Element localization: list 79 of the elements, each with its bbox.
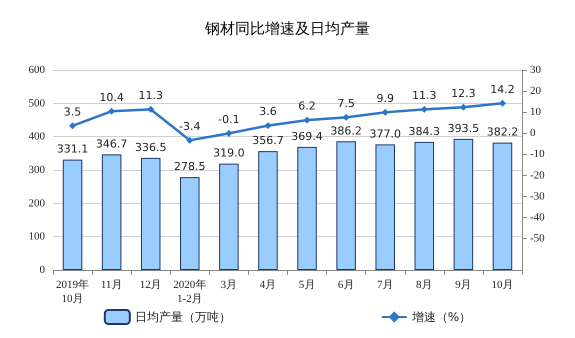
data-label: 9.9: [376, 92, 394, 105]
point: [69, 122, 76, 130]
point: [498, 100, 506, 107]
chart-title: 钢材同比增速及日均产量: [204, 20, 370, 38]
data-label: -0.1: [218, 112, 240, 126]
x-tick-label: 3月: [220, 279, 238, 291]
data-label: 3.6: [259, 105, 277, 118]
y2-tick-label: 10: [530, 106, 542, 118]
y-tick-label: 300: [28, 164, 46, 176]
x-tick-label: 4月: [260, 279, 276, 291]
y-tick-label: 500: [28, 97, 46, 110]
y2-tick-label: -50: [530, 232, 546, 244]
point: [460, 104, 467, 111]
bar: [297, 146, 317, 270]
data-label: 6.2: [298, 100, 316, 113]
y-tick-label: 600: [28, 64, 46, 76]
point: [264, 122, 272, 130]
bar: [102, 154, 122, 270]
data-label: 3.5: [64, 105, 82, 118]
data-label: 14.2: [490, 82, 515, 96]
y-tick-label: 0: [40, 264, 46, 276]
y2-tick-label: 0: [530, 127, 536, 140]
point: [304, 116, 311, 124]
y2-tick-label: 30: [530, 64, 542, 76]
data-label: 384.3: [408, 124, 440, 138]
y2-tick-label: 20: [530, 85, 542, 98]
legend-label: 增速（%）: [410, 310, 472, 324]
y2-tick-label: -10: [530, 148, 546, 160]
legend-label: 日均产量（万吨）: [134, 310, 231, 324]
x-tick-label: 2019年 10月: [56, 279, 90, 305]
data-label: 346.7: [96, 137, 128, 150]
data-label: 377.0: [369, 127, 401, 140]
bar: [375, 144, 395, 270]
x-tick-label: 2020年 1-2月: [173, 279, 206, 305]
data-label: -3.4: [179, 120, 201, 133]
x-tick-label: 8月: [416, 279, 433, 291]
point: [225, 130, 232, 137]
point: [382, 108, 389, 116]
bar: [140, 158, 160, 270]
bar: [492, 142, 512, 270]
data-label: 319.0: [213, 146, 245, 160]
data-label: 382.2: [486, 126, 518, 139]
bar: [414, 142, 434, 270]
x-tick-label: 7月: [376, 279, 394, 291]
bar: [62, 160, 82, 270]
bar: [258, 151, 278, 270]
bar: [454, 138, 474, 270]
bar: [336, 141, 356, 270]
data-label: 11.3: [412, 88, 437, 102]
data-label: 331.1: [56, 142, 88, 156]
data-label: 12.3: [451, 86, 476, 100]
x-tick-label: 10月: [491, 279, 514, 291]
data-label: 369.4: [291, 130, 323, 143]
data-label: 278.5: [174, 160, 206, 174]
data-label: 386.2: [330, 124, 362, 138]
point: [147, 106, 154, 113]
data-label: 393.5: [448, 122, 480, 135]
data-label: 10.4: [99, 90, 124, 104]
x-tick-label: 6月: [338, 279, 354, 291]
y2-tick-label: -30: [530, 190, 546, 202]
y-tick-label: 400: [28, 130, 46, 143]
y-tick-label: 200: [28, 197, 46, 210]
bar: [219, 164, 239, 270]
y-tick-label: 100: [28, 230, 46, 243]
point: [420, 106, 428, 113]
point: [342, 114, 350, 121]
y2-tick-label: -40: [530, 211, 546, 224]
data-label: 336.5: [134, 140, 166, 154]
x-tick-label: 12月: [140, 279, 162, 291]
data-label: 11.3: [138, 88, 163, 102]
point: [108, 108, 116, 115]
data-label: 356.7: [252, 134, 284, 148]
point: [186, 136, 194, 144]
x-tick-label: 5月: [298, 279, 316, 291]
data-label: 7.5: [337, 96, 355, 110]
x-tick-label: 11月: [100, 279, 122, 291]
x-tick-label: 9月: [455, 279, 472, 291]
y2-tick-label: -20: [530, 169, 546, 182]
bar: [180, 177, 200, 270]
